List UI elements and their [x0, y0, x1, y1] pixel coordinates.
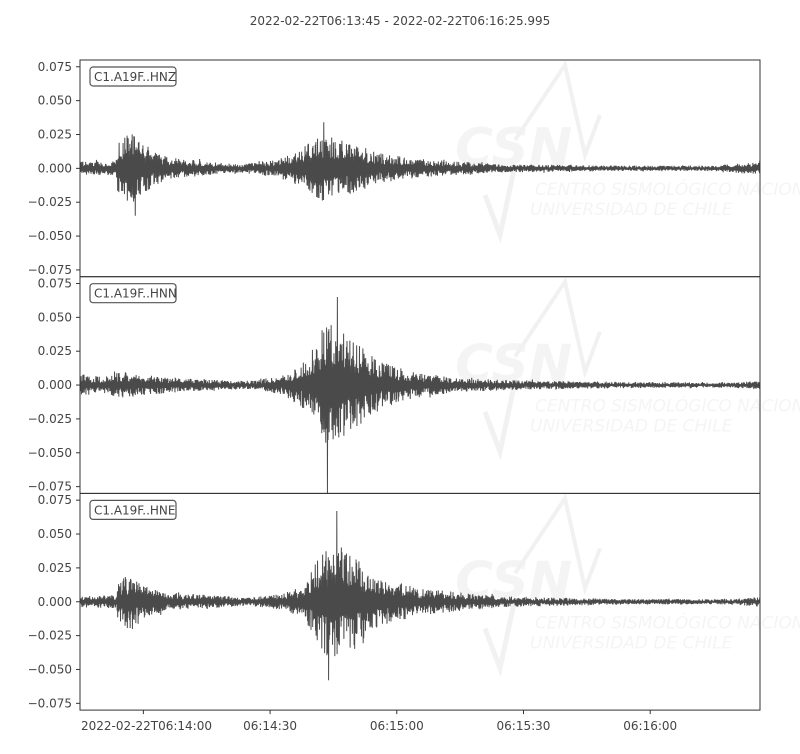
svg-text:UNIVERSIDAD DE CHILE: UNIVERSIDAD DE CHILE [530, 417, 733, 437]
y-tick-label: −0.050 [28, 229, 72, 243]
channel-label-box [89, 283, 177, 304]
y-tick-label: 0.025 [38, 344, 72, 358]
y-tick-label: 0.050 [38, 94, 72, 108]
channel-label: C1.A19F..HNN [94, 287, 177, 301]
y-tick-label: −0.075 [28, 696, 72, 710]
y-tick-label: 0.075 [38, 60, 72, 74]
svg-text:CENTRO SISMOLÓGICO NACIONAL: CENTRO SISMOLÓGICO NACIONAL [535, 611, 800, 633]
svg-text:UNIVERSIDAD DE CHILE: UNIVERSIDAD DE CHILE [530, 200, 733, 220]
svg-text:CENTRO SISMOLÓGICO NACIONAL: CENTRO SISMOLÓGICO NACIONAL [535, 178, 800, 200]
y-tick-label: 0.075 [38, 276, 72, 290]
y-tick-label: 0.025 [38, 561, 72, 575]
y-tick-label: −0.075 [28, 263, 72, 277]
channel-label-box [89, 66, 177, 87]
x-tick-label: 06:16:00 [623, 719, 677, 733]
y-tick-label: 0.000 [38, 378, 72, 392]
y-tick-label: 0.000 [38, 161, 72, 175]
svg-text:UNIVERSIDAD DE CHILE: UNIVERSIDAD DE CHILE [530, 633, 733, 653]
y-tick-label: −0.050 [28, 662, 72, 676]
y-tick-label: −0.025 [28, 629, 72, 643]
svg-text:CENTRO SISMOLÓGICO NACIONAL: CENTRO SISMOLÓGICO NACIONAL [535, 395, 800, 417]
y-tick-label: 0.050 [38, 527, 72, 541]
chart-title: 2022-02-22T06:13:45 - 2022-02-22T06:16:2… [250, 14, 551, 28]
channel-label: C1.A19F..HNZ [94, 70, 176, 84]
x-tick-label: 2022-02-22T06:14:00 [81, 719, 212, 733]
y-tick-label: 0.025 [38, 127, 72, 141]
channel-label: C1.A19F..HNE [94, 503, 176, 517]
waveform-trace [80, 511, 760, 681]
y-tick-label: −0.050 [28, 446, 72, 460]
waveform-trace [80, 297, 760, 494]
x-tick-label: 06:15:30 [497, 719, 551, 733]
x-tick-label: 06:14:30 [243, 719, 297, 733]
y-tick-label: 0.050 [38, 310, 72, 324]
channel-label-box [89, 499, 177, 520]
y-tick-label: 0.075 [38, 493, 72, 507]
y-tick-label: 0.000 [38, 595, 72, 609]
waveform-trace [80, 122, 760, 216]
y-tick-label: −0.025 [28, 412, 72, 426]
y-tick-label: −0.075 [28, 480, 72, 494]
x-tick-label: 06:15:00 [370, 719, 424, 733]
y-tick-label: −0.025 [28, 195, 72, 209]
